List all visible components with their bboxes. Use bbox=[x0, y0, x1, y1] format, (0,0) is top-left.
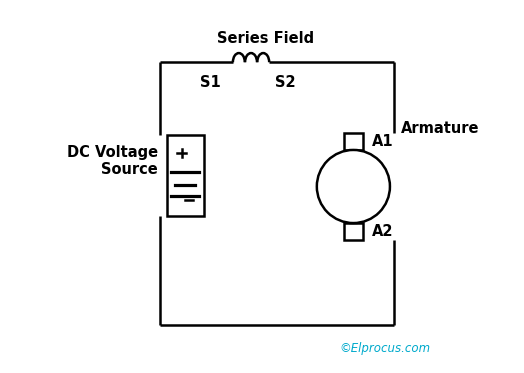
Circle shape bbox=[317, 150, 390, 223]
Text: Series Field: Series Field bbox=[217, 31, 314, 46]
Bar bbox=[344, 134, 363, 150]
Bar bbox=[167, 135, 203, 216]
Text: ©Elprocus.com: ©Elprocus.com bbox=[339, 342, 430, 355]
Text: S2: S2 bbox=[276, 75, 296, 90]
Text: DC Voltage
Source: DC Voltage Source bbox=[67, 145, 158, 177]
Text: Armature: Armature bbox=[401, 120, 479, 135]
Bar bbox=[344, 223, 363, 239]
Text: S1: S1 bbox=[201, 75, 221, 90]
Text: A2: A2 bbox=[372, 224, 393, 239]
Text: A1: A1 bbox=[372, 134, 394, 149]
